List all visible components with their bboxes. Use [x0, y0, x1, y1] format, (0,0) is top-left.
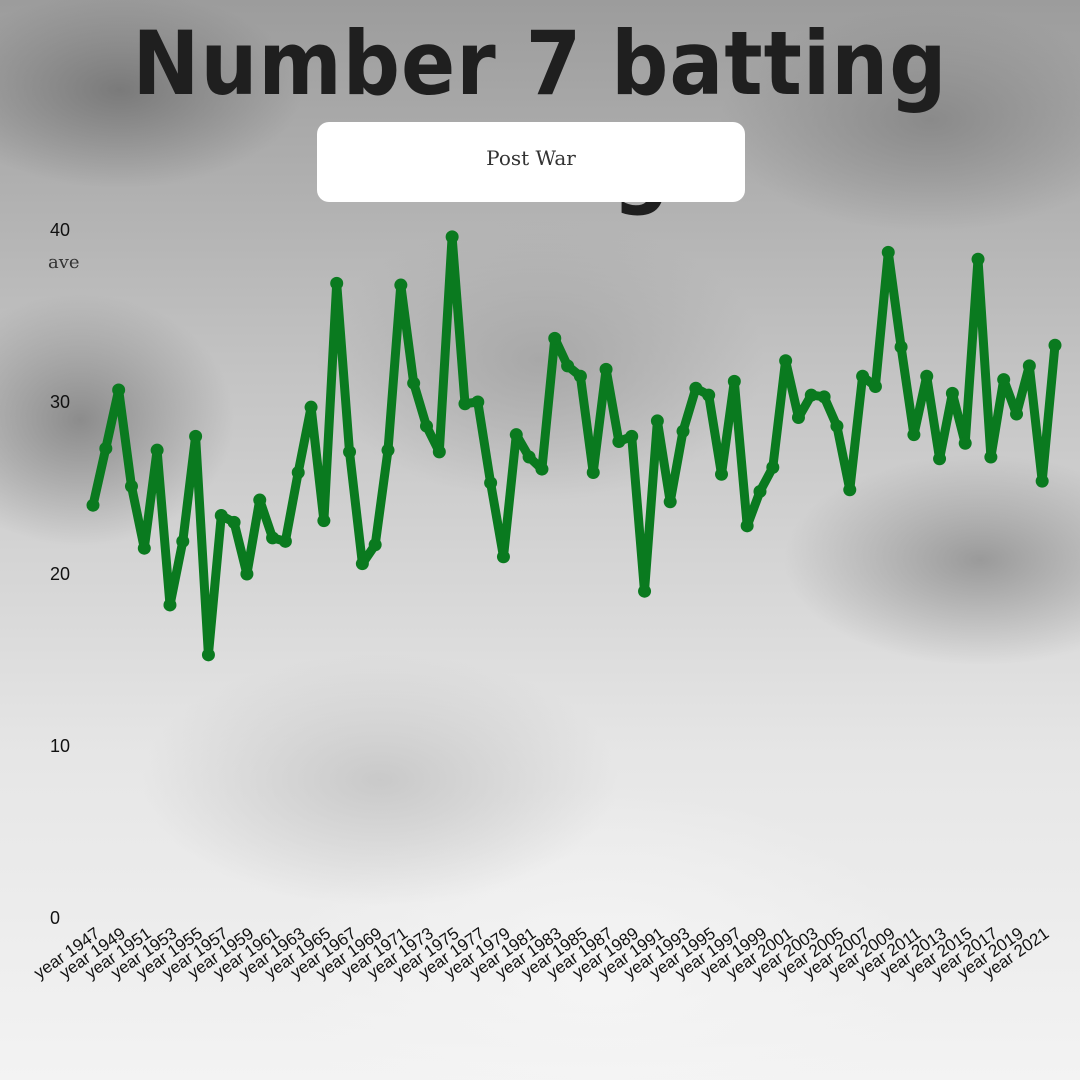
data-point	[112, 383, 126, 397]
y-axis-label: ave	[48, 252, 80, 273]
data-point	[509, 428, 523, 442]
y-axis-ticks: 0 10 20 30 40	[50, 220, 70, 928]
data-point	[766, 460, 780, 474]
data-point	[304, 400, 318, 414]
data-point	[612, 435, 626, 449]
data-point	[394, 278, 408, 292]
data-point	[407, 376, 421, 390]
y-tick-label: 0	[50, 908, 60, 928]
data-point	[124, 479, 138, 493]
data-point	[753, 484, 767, 498]
data-point	[702, 388, 716, 402]
data-point	[715, 467, 729, 481]
data-point	[458, 397, 472, 411]
data-point	[253, 493, 267, 507]
data-point	[894, 340, 908, 354]
data-point	[945, 386, 959, 400]
data-point	[817, 390, 831, 404]
data-point	[548, 331, 562, 345]
data-point	[445, 230, 459, 244]
data-point	[933, 452, 947, 466]
data-point	[1022, 359, 1036, 373]
data-point	[830, 419, 844, 433]
data-point	[535, 462, 549, 476]
data-point	[779, 354, 793, 368]
data-point	[1035, 474, 1049, 488]
data-point	[586, 466, 600, 480]
data-point	[522, 450, 536, 464]
series-line	[88, 232, 1060, 660]
data-point	[791, 410, 805, 424]
data-point	[971, 252, 985, 266]
data-point	[278, 534, 292, 548]
data-point	[984, 450, 998, 464]
data-point	[240, 567, 254, 581]
subtitle-box: Post War	[317, 122, 745, 202]
data-point	[689, 381, 703, 395]
data-point	[137, 541, 151, 555]
data-point	[163, 598, 177, 612]
y-tick-label: 20	[50, 564, 70, 584]
data-point	[150, 443, 164, 457]
data-point	[266, 531, 280, 545]
data-point	[86, 498, 100, 512]
data-point	[343, 445, 357, 459]
data-point	[727, 374, 741, 388]
data-point	[471, 395, 485, 409]
data-point	[227, 515, 241, 529]
data-point	[99, 441, 113, 455]
data-point	[432, 445, 446, 459]
data-point	[881, 245, 895, 259]
chart-subtitle: Post War	[486, 146, 576, 170]
data-point	[419, 419, 433, 433]
data-point	[843, 483, 857, 497]
series-average	[86, 230, 1062, 662]
data-point	[676, 424, 690, 438]
data-point	[740, 519, 754, 533]
data-point	[189, 429, 203, 443]
data-point	[650, 414, 664, 428]
data-point	[958, 436, 972, 450]
data-point	[625, 429, 639, 443]
data-point	[1010, 407, 1024, 421]
data-point	[484, 476, 498, 490]
data-point	[355, 557, 369, 571]
data-point	[599, 362, 613, 376]
y-tick-label: 10	[50, 736, 70, 756]
data-point	[804, 388, 818, 402]
data-point	[920, 369, 934, 383]
data-point	[330, 276, 344, 290]
data-point	[856, 369, 870, 383]
data-point	[638, 584, 652, 598]
data-point	[201, 648, 215, 662]
data-point	[214, 509, 228, 523]
y-tick-label: 40	[50, 220, 70, 240]
data-point	[868, 380, 882, 394]
data-point	[997, 373, 1011, 387]
data-point	[176, 534, 190, 548]
data-point	[381, 443, 395, 457]
data-point	[663, 495, 677, 509]
data-point	[317, 514, 331, 528]
data-point	[1048, 338, 1062, 352]
data-point	[368, 538, 382, 552]
data-point	[907, 428, 921, 442]
data-point	[573, 369, 587, 383]
data-point	[561, 359, 575, 373]
data-point	[291, 466, 305, 480]
data-point	[496, 550, 510, 564]
y-tick-label: 30	[50, 392, 70, 412]
